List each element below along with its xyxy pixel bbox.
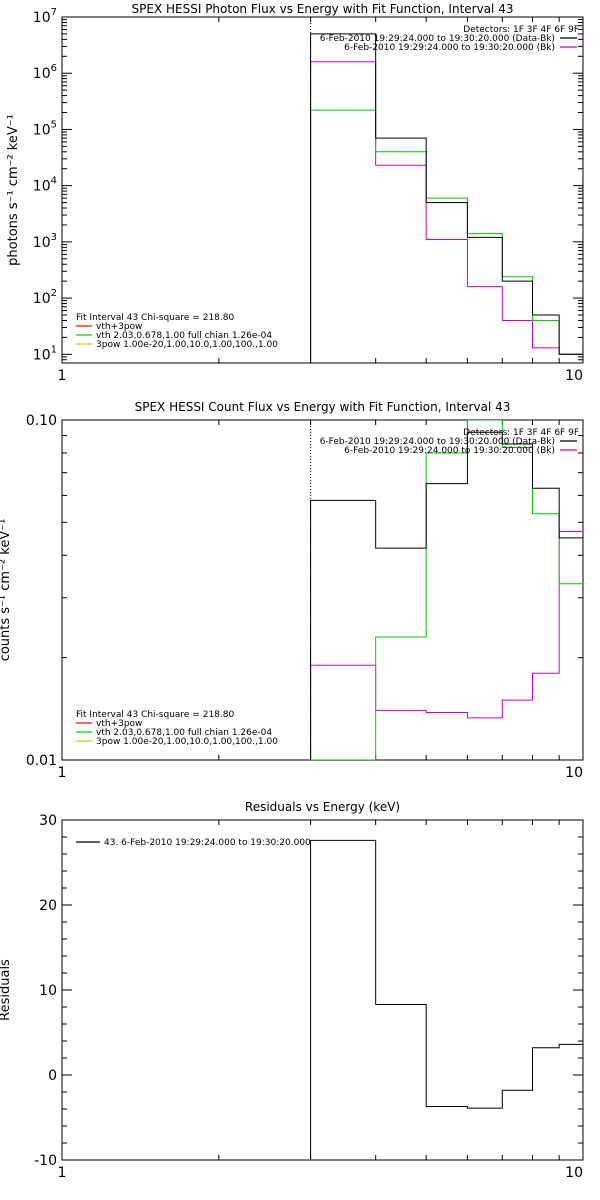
y-tick-label: 106 [33,63,57,82]
y-tick-exponent: 4 [51,176,57,187]
y-tick-label: 105 [33,119,57,138]
header-line-1: Detectors: 1F 3F 4F 6F 9F [463,25,579,35]
y-tick-exponent: 3 [51,232,57,243]
x-tick-label: 1 [58,368,67,384]
header-line-3: 6-Feb-2010 19:29:24.000 to 19:30:20.000 … [344,446,555,456]
x-tick-label: 10 [565,368,583,384]
chart-panel-1: SPEX HESSI Photon Flux vs Energy with Fi… [6,2,584,384]
x-tick-label: 10 [565,765,583,781]
y-tick-label: 104 [33,176,57,195]
chart-title: SPEX HESSI Count Flux vs Energy with Fit… [135,400,511,414]
legend-label-1: vth+3pow [96,719,142,729]
y-tick-base: 10 [33,179,51,195]
y-tick-base: 10 [33,122,51,138]
fit-legend-title: Fit Interval 43 Chi-square = 218.80 [76,313,234,323]
series-line-1 [310,839,583,1160]
y-tick-exponent: 5 [51,119,57,130]
y-tick-label: 30 [39,813,57,829]
header-line-1: Detectors: 1F 3F 4F 6F 9F [463,428,579,438]
y-tick-label: 107 [33,7,57,26]
legend-label-2: vth 2.03,0.678,1.00 full chian 1.26e-04 [96,728,272,738]
y-tick-label: 0.10 [26,413,57,429]
series-line-1 [310,33,583,363]
y-tick-label: 10 [39,983,57,999]
chart-panel-3: Residuals vs Energy (keV) Residuals 1 10 -10… [0,800,584,1181]
legend-label-1: vth+3pow [96,322,142,332]
plot-frame [61,16,584,364]
y-tick-exponent: 7 [51,7,57,18]
legend-label-3: 3pow 1.00e-20,1.00,10.0,1.00,100.,1.00 [96,340,278,350]
y-tick-label: 103 [33,232,57,251]
y-tick-base: 10 [33,235,51,251]
y-tick-base: 10 [33,10,51,26]
fit-legend-title: Fit Interval 43 Chi-square = 218.80 [76,710,234,720]
y-axis-label: photons s⁻¹ cm⁻² keV⁻¹ [6,114,21,266]
y-tick-exponent: 1 [51,344,57,355]
y-tick-base: 10 [33,66,51,82]
x-tick-label: 1 [58,1165,67,1181]
y-tick-label: 102 [33,288,57,307]
chart-title: Residuals vs Energy (keV) [245,800,400,814]
y-tick-label: 0 [48,1068,57,1084]
y-tick-base: 10 [33,291,51,307]
legend-label-2: vth 2.03,0.678,1.00 full chian 1.26e-04 [96,331,272,341]
series-line-3 [310,420,583,760]
y-tick-label: 0.01 [26,753,57,769]
x-tick-label: 1 [58,765,67,781]
y-axis-label: counts s⁻¹ cm⁻² keV⁻¹ [0,519,13,662]
y-tick-label: 101 [33,344,57,363]
y-tick-base: 10 [33,347,51,363]
x-tick-label: 10 [565,1165,583,1181]
y-tick-label: 20 [39,898,57,914]
legend-label-1: 43. 6-Feb-2010 19:29:24.000 to 19:30:20.… [104,838,311,848]
y-tick-label: -10 [34,1153,57,1169]
legend-label-3: 3pow 1.00e-20,1.00,10.0,1.00,100.,1.00 [96,737,278,747]
chart-title: SPEX HESSI Photon Flux vs Energy with Fi… [132,2,514,16]
series-line-1 [310,431,583,760]
header-line-3: 6-Feb-2010 19:29:24.000 to 19:30:20.000 … [344,43,555,53]
y-tick-exponent: 2 [51,288,57,299]
header-line-2: 6-Feb-2010 19:29:24.000 to 19:30:20.000 … [320,34,555,44]
y-tick-exponent: 6 [51,63,57,74]
chart-panel-2: SPEX HESSI Count Flux vs Energy with Fit… [0,400,584,781]
y-axis-label: Residuals [0,959,13,1021]
header-line-2: 6-Feb-2010 19:29:24.000 to 19:30:20.000 … [320,437,555,447]
